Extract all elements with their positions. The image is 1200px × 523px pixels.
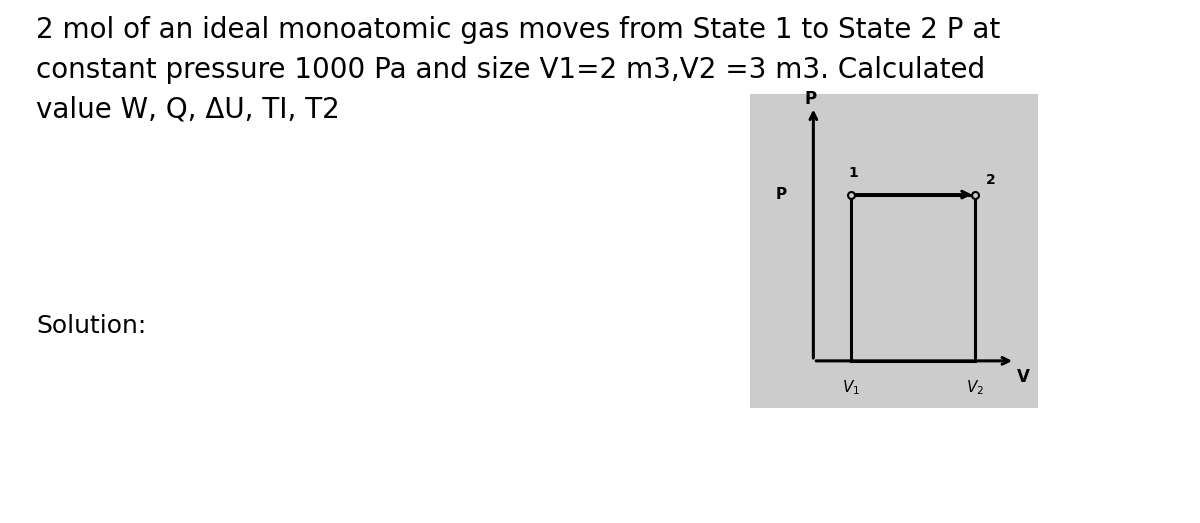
Text: Solution:: Solution: xyxy=(36,314,146,338)
Text: P: P xyxy=(776,187,787,202)
Text: $V_1$: $V_1$ xyxy=(841,378,860,397)
Text: P: P xyxy=(804,90,816,108)
Text: $V_2$: $V_2$ xyxy=(966,378,984,397)
Text: 2 mol of an ideal monoatomic gas moves from State 1 to State 2 P at
constant pre: 2 mol of an ideal monoatomic gas moves f… xyxy=(36,16,1001,124)
Text: V: V xyxy=(1018,368,1030,385)
Text: 1: 1 xyxy=(848,166,858,180)
Text: 2: 2 xyxy=(985,173,995,187)
